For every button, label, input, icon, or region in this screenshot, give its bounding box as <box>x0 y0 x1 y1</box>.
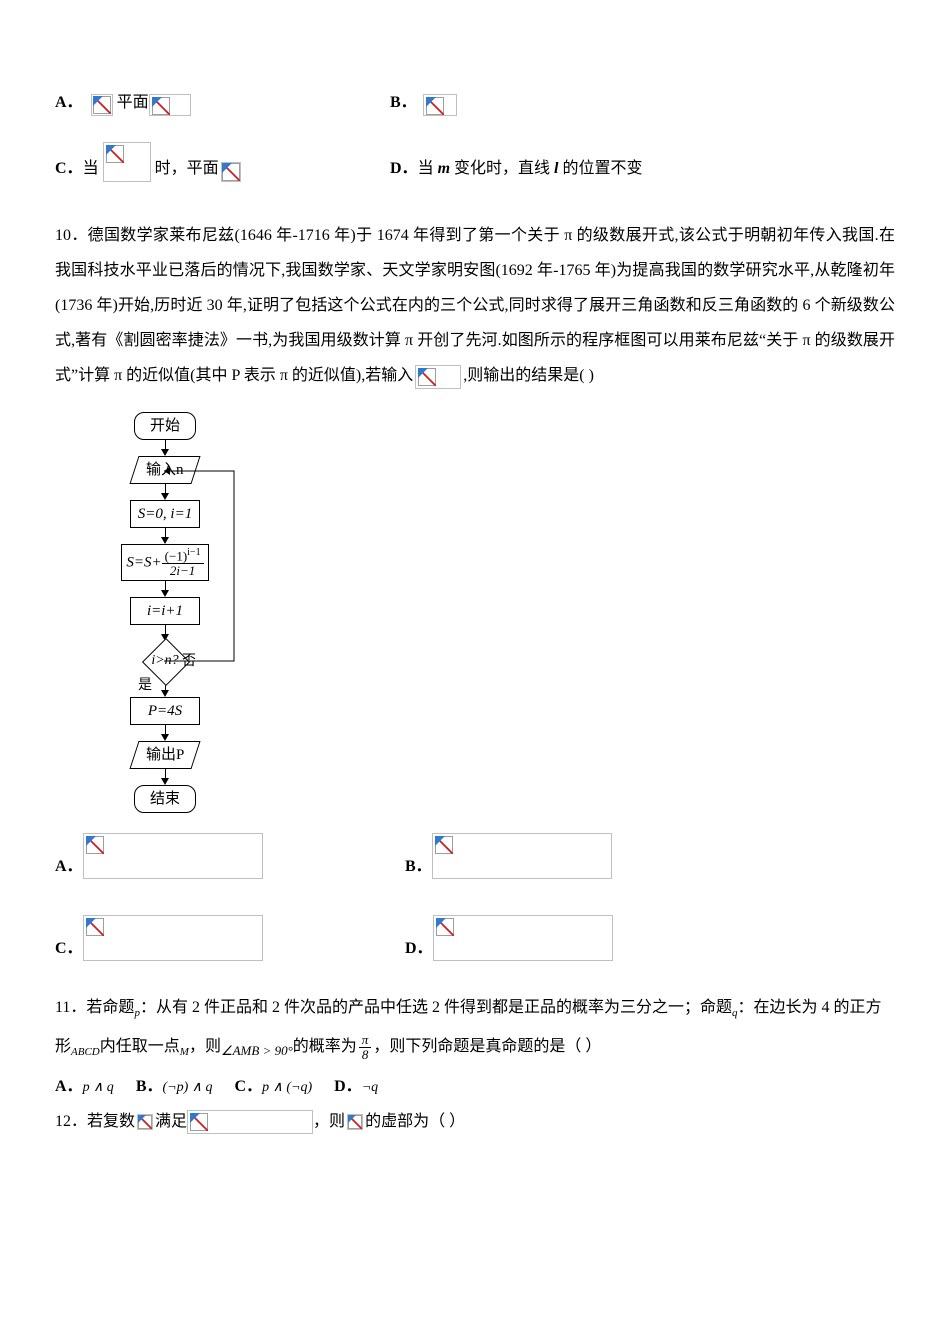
option-c-text2: 时，平面 <box>155 156 219 182</box>
q10-num: 10． <box>55 227 88 244</box>
placeholder-icon <box>149 94 191 116</box>
q11-opt-a: A．p ∧ q <box>55 1078 114 1095</box>
option-row-cd: C． 当 时，平面 D． 当 m 变化时，直线 l 的位置不变 <box>55 142 895 182</box>
q10-options: A． B． C． D． <box>55 833 895 961</box>
q11-options: A．p ∧ q B．(¬p) ∧ q C．p ∧ (¬q) D．¬q <box>55 1074 895 1100</box>
q12: 12．若复数 满足 ，则 的虚部为（ ） <box>55 1106 895 1138</box>
option-d-text: 当 m 变化时，直线 l 的位置不变 <box>418 156 643 182</box>
option-a: A． 平面 <box>55 90 390 116</box>
q11-num: 11． <box>55 999 86 1016</box>
q11-t2: ：从有 2 件正品和 2 件次品的产品中任选 2 件得到都是正品的概率为三分之一… <box>140 999 732 1016</box>
placeholder-icon <box>347 1114 363 1130</box>
placeholder-icon <box>83 833 263 879</box>
fc-frac: (−1)i−1 2i−1 <box>162 547 204 579</box>
option-c-text1: 当 <box>83 156 99 182</box>
q11-opt-b: B．(¬p) ∧ q <box>136 1078 213 1095</box>
q11: 11．若命题p：从有 2 件正品和 2 件次品的产品中任选 2 件得到都是正品的… <box>55 989 895 1066</box>
q11-t4: 内任取一点 <box>100 1038 180 1055</box>
q11-t1: 若命题 <box>86 999 134 1016</box>
placeholder-icon <box>187 1110 313 1134</box>
placeholder-icon <box>423 94 457 116</box>
fc-no: 否 <box>182 651 196 673</box>
flowchart: 开始 输入n S=0, i=1 S=S+ (−1)i−1 2i−1 i=i+1 … <box>80 412 250 814</box>
document-page: A． 平面 B． C． 当 时，平面 D． 当 m 变化时，直线 l 的位置不变 <box>0 0 950 1198</box>
fc-input: 输入n <box>129 456 200 484</box>
q11-ang: ∠AMB > 90° <box>221 1043 293 1058</box>
q11-opt-d: D．¬q <box>334 1078 378 1095</box>
q10-opt-b: B． <box>405 833 755 879</box>
q10-opt-d: D． <box>405 915 755 961</box>
fc-cond: i>n? 否 是 <box>130 641 200 681</box>
placeholder-icon <box>137 1114 153 1130</box>
q10-opt-b-label: B． <box>405 854 432 880</box>
q11-frac: π8 <box>359 1033 372 1061</box>
fc-yes: 是 <box>138 675 152 697</box>
placeholder-icon <box>432 833 612 879</box>
q10-body: 10．德国数学家莱布尼兹(1646 年-1716 年)于 1674 年得到了第一… <box>55 218 895 394</box>
fc-out: 输出P <box>129 741 200 769</box>
fc-init: S=0, i=1 <box>130 500 200 528</box>
q10-opt-a: A． <box>55 833 405 879</box>
placeholder-icon <box>433 915 613 961</box>
q10-body2: ,则输出的结果是( ) <box>463 367 594 384</box>
q10-opt-a-label: A． <box>55 854 83 880</box>
fc-start: 开始 <box>134 412 196 440</box>
placeholder-icon <box>83 915 263 961</box>
q11-t7: ，则下列命题是真命题的是（ ） <box>373 1038 601 1055</box>
option-a-label: A． <box>55 90 83 116</box>
q10-body1: 德国数学家莱布尼兹(1646 年-1716 年)于 1674 年得到了第一个关于… <box>55 227 895 385</box>
q12-num: 12． <box>55 1113 87 1130</box>
q11-t6: 的概率为 <box>293 1038 357 1055</box>
option-d: D． 当 m 变化时，直线 l 的位置不变 <box>390 156 643 182</box>
option-a-text: 平面 <box>117 90 149 116</box>
option-c: C． 当 时，平面 <box>55 142 390 182</box>
q11-abcd: ABCD <box>71 1046 100 1058</box>
q11-opt-c: C．p ∧ (¬q) <box>235 1078 313 1095</box>
q12-t3: ，则 <box>313 1113 345 1130</box>
q11-t5: ，则 <box>189 1038 221 1055</box>
option-b-label: B． <box>390 90 417 116</box>
q11-M: M <box>180 1046 189 1058</box>
fc-p: P=4S <box>130 697 200 725</box>
fc-step: S=S+ (−1)i−1 2i−1 <box>121 544 208 582</box>
fc-inc: i=i+1 <box>130 597 200 625</box>
q12-t4: 的虚部为（ ） <box>365 1113 465 1130</box>
placeholder-icon <box>103 142 151 182</box>
fc-end: 结束 <box>134 785 196 813</box>
option-c-label: C． <box>55 156 83 182</box>
option-b: B． <box>390 90 457 116</box>
placeholder-icon <box>415 365 461 389</box>
option-d-label: D． <box>390 156 418 182</box>
q10-opt-c: C． <box>55 915 405 961</box>
placeholder-icon <box>221 162 241 182</box>
q10-opt-d-label: D． <box>405 936 433 962</box>
q12-t1: 若复数 <box>87 1113 135 1130</box>
placeholder-icon <box>91 94 113 116</box>
q10-opt-c-label: C． <box>55 936 83 962</box>
option-row-ab: A． 平面 B． <box>55 90 895 116</box>
q12-t2: 满足 <box>155 1113 187 1130</box>
